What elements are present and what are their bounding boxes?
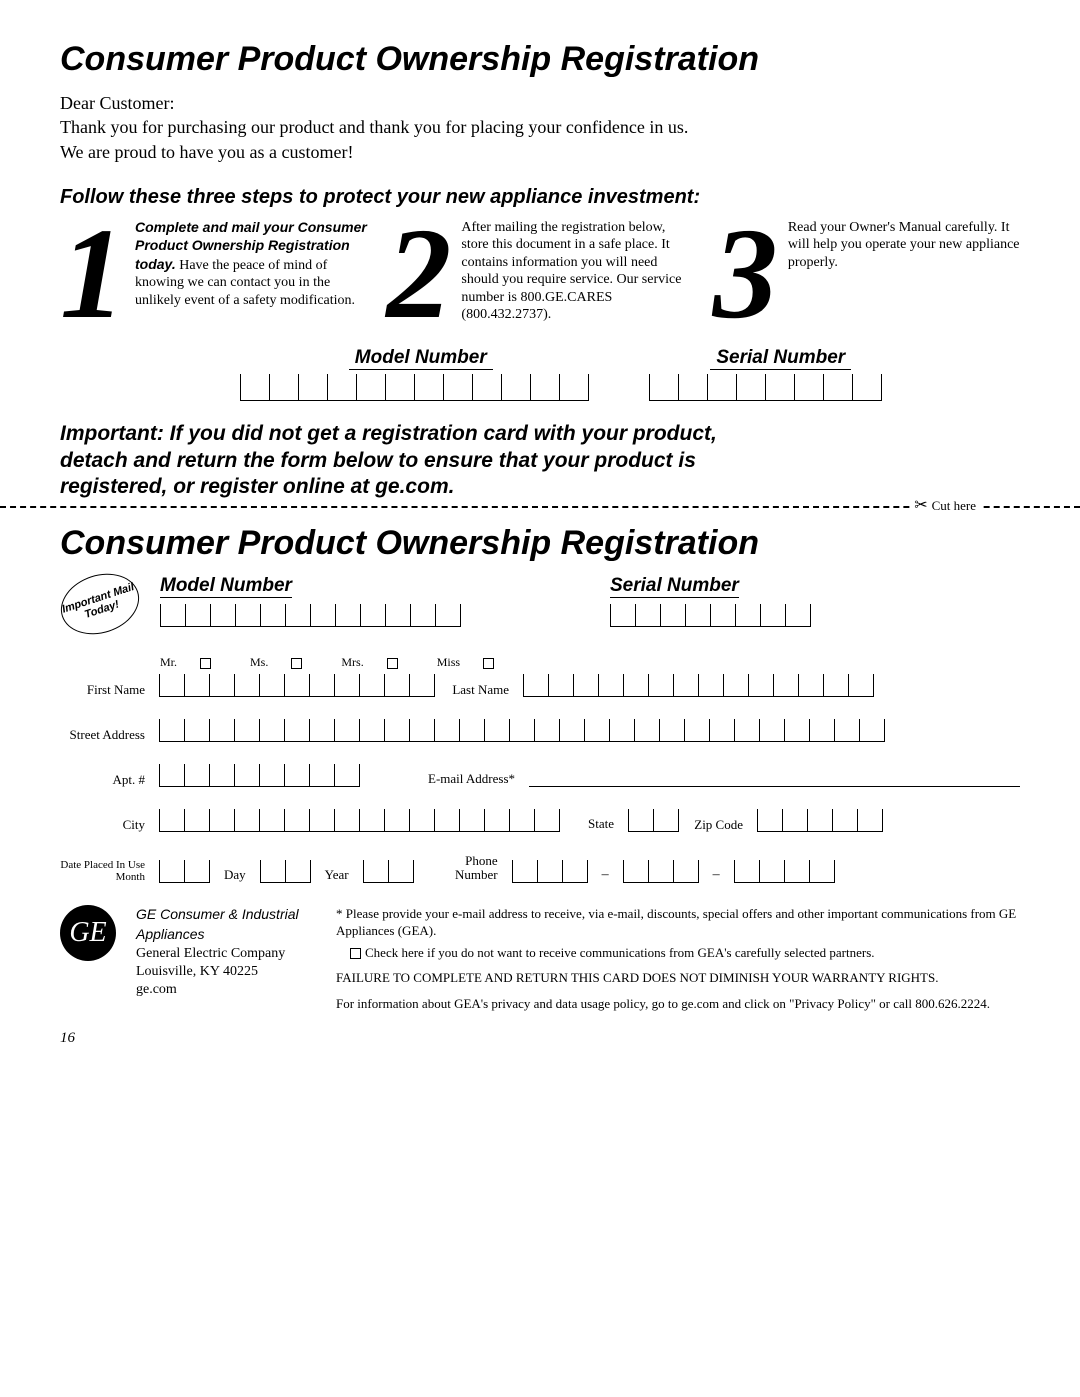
serial-col-form: Serial Number	[610, 575, 1020, 627]
greeting-line-2: Thank you for purchasing our product and…	[60, 115, 1020, 139]
disclaimer-block: * Please provide your e-mail address to …	[336, 905, 1020, 1013]
zip-label: Zip Code	[693, 818, 743, 832]
step-3: 3 Read your Owner's Manual carefully. It…	[713, 219, 1020, 330]
greeting-line-3: We are proud to have you as a customer!	[60, 140, 1020, 164]
disclaimer-3: FAILURE TO COMPLETE AND RETURN THIS CARD…	[336, 969, 1020, 987]
steps-subhead: Follow these three steps to protect your…	[60, 186, 1020, 209]
page-number: 16	[60, 1030, 1020, 1047]
state-label: State	[574, 816, 614, 832]
day-label: Day	[224, 867, 246, 883]
phone-area-field[interactable]	[512, 860, 588, 883]
disclaimer-2: Check here if you do not want to receive…	[365, 945, 875, 960]
city-field[interactable]	[159, 809, 560, 832]
step-2-number: 2	[386, 219, 461, 330]
phone-line-field[interactable]	[734, 860, 835, 883]
checkbox-icon[interactable]	[483, 658, 494, 669]
step-2: 2 After mailing the registration below, …	[386, 219, 693, 330]
last-name-label: Last Name	[449, 683, 509, 697]
company-line-5: ge.com	[136, 982, 177, 997]
optout-checkbox[interactable]	[350, 948, 361, 959]
title-ms[interactable]: Ms.	[250, 655, 320, 669]
cut-here-text: Cut here	[932, 498, 976, 513]
registration-form: Consumer Product Ownership Registration …	[60, 524, 1020, 1012]
state-field[interactable]	[628, 809, 679, 832]
company-line-2: Appliances	[136, 926, 205, 942]
company-line-4: Louisville, KY 40225	[136, 964, 258, 979]
phone-prefix-field[interactable]	[623, 860, 699, 883]
step-1-number: 1	[60, 219, 135, 330]
title-mr[interactable]: Mr.	[160, 655, 229, 669]
serial-boxes-top[interactable]	[649, 374, 882, 401]
disclaimer-1: * Please provide your e-mail address to …	[336, 905, 1020, 940]
serial-boxes-form[interactable]	[610, 604, 1020, 627]
form-title: Consumer Product Ownership Registration	[60, 524, 1020, 563]
first-name-field[interactable]	[159, 674, 435, 697]
greeting-line-1: Dear Customer:	[60, 91, 1020, 115]
ge-logo-icon: GE	[60, 905, 116, 961]
step-3-text: Read your Owner's Manual carefully. It w…	[788, 219, 1020, 330]
disclaimer-4: For information about GEA's privacy and …	[336, 995, 1020, 1013]
step-2-text: After mailing the registration below, st…	[461, 219, 693, 330]
page-title: Consumer Product Ownership Registration	[60, 40, 1020, 79]
dash-1: –	[602, 867, 609, 883]
last-name-field[interactable]	[523, 674, 874, 697]
email-label: E-mail Address*	[428, 771, 515, 787]
model-label-form: Model Number	[160, 575, 292, 598]
title-checkboxes: Mr. Ms. Mrs. Miss	[160, 655, 1020, 670]
email-field[interactable]	[529, 768, 1020, 787]
important-notice: Important: If you did not get a registra…	[60, 421, 780, 500]
checkbox-icon[interactable]	[387, 658, 398, 669]
street-label: Street Address	[60, 728, 145, 742]
company-line-1: GE Consumer & Industrial	[136, 906, 299, 922]
street-field[interactable]	[159, 719, 885, 742]
steps-row: 1 Complete and mail your Consumer Produc…	[60, 219, 1020, 330]
company-block: GE Consumer & Industrial Appliances Gene…	[136, 905, 316, 1013]
model-serial-boxes-top	[240, 374, 1020, 401]
scissors-icon: ✂ Cut here	[910, 495, 980, 515]
title-miss[interactable]: Miss	[437, 655, 512, 669]
year-label: Year	[325, 867, 349, 883]
serial-label-top: Serial Number	[710, 347, 851, 370]
company-line-3: General Electric Company	[136, 946, 285, 961]
step-3-number: 3	[713, 219, 788, 330]
greeting-block: Dear Customer: Thank you for purchasing …	[60, 91, 1020, 164]
step-1-text: Complete and mail your Consumer Product …	[135, 219, 367, 330]
cut-line: ✂ Cut here	[0, 506, 1080, 508]
title-mrs[interactable]: Mrs.	[341, 655, 415, 669]
form-footer: GE GE Consumer & Industrial Appliances G…	[60, 905, 1020, 1013]
serial-label-form: Serial Number	[610, 575, 739, 598]
day-field[interactable]	[260, 860, 311, 883]
step-1: 1 Complete and mail your Consumer Produc…	[60, 219, 367, 330]
city-label: City	[60, 818, 145, 832]
apt-label: Apt. #	[60, 773, 145, 787]
model-serial-labels-top: Model Number Serial Number	[240, 347, 960, 370]
model-boxes-form[interactable]	[160, 604, 570, 627]
model-col-form: Model Number	[160, 575, 570, 627]
apt-field[interactable]	[159, 764, 360, 787]
zip-field[interactable]	[757, 809, 883, 832]
first-name-label: First Name	[60, 683, 145, 697]
checkbox-icon[interactable]	[200, 658, 211, 669]
date-placed-label: Date Placed In UseMonth	[60, 859, 145, 883]
model-boxes-top[interactable]	[240, 374, 589, 401]
dash-2: –	[713, 867, 720, 883]
year-field[interactable]	[363, 860, 414, 883]
month-field[interactable]	[159, 860, 210, 883]
phone-label: Phone Number	[428, 854, 498, 883]
checkbox-icon[interactable]	[291, 658, 302, 669]
mail-today-stamp: Important Mail Today!	[53, 564, 147, 644]
model-label-top: Model Number	[349, 347, 493, 370]
